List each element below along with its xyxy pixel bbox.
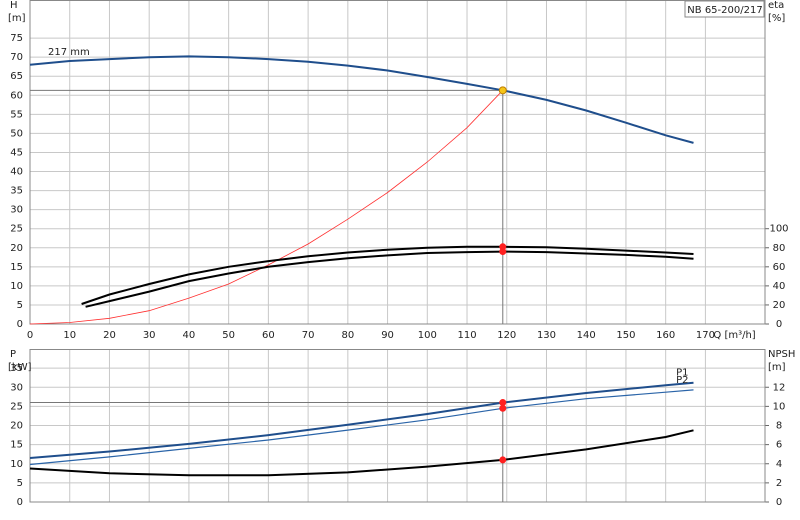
y-tick-label: 15	[10, 262, 23, 273]
series-line	[29, 429, 694, 477]
y-tick-label: 75	[10, 33, 23, 44]
y-tick-label: 0	[17, 319, 23, 330]
title-box	[684, 0, 765, 18]
x-tick-label: 140	[577, 330, 596, 341]
curve-point	[499, 456, 507, 464]
y-tick-label: 15	[10, 440, 23, 451]
x-tick-label: 0	[27, 330, 33, 341]
y2-tick-label: 0	[776, 497, 782, 508]
x-tick-label: 100	[418, 330, 437, 341]
y-axis-unit: [kW]	[8, 362, 32, 373]
y-tick-label: 45	[10, 147, 23, 158]
curve-point	[499, 399, 507, 407]
y2-axis-unit: [m]	[768, 362, 786, 373]
y2-tick-label: 20	[773, 300, 786, 311]
y2-tick-label: 60	[773, 262, 786, 273]
series-label: P1	[676, 368, 688, 379]
plot-frame	[29, 349, 766, 503]
y-tick-label: 70	[10, 52, 23, 63]
plot-frame	[29, 0, 766, 325]
series-line	[29, 55, 694, 144]
y-tick-label: 5	[17, 300, 23, 311]
curve-point	[498, 86, 507, 95]
y2-axis-label: eta	[768, 0, 784, 11]
y-axis-label: P	[10, 349, 16, 360]
x-tick-label: 110	[457, 330, 476, 341]
y2-tick-label: 6	[776, 440, 782, 451]
curve-point	[499, 404, 507, 412]
x-tick-label: 60	[262, 330, 275, 341]
x-tick-label: 20	[103, 330, 116, 341]
series-line	[29, 389, 694, 466]
y2-tick-label: 100	[769, 224, 788, 235]
y-tick-label: 5	[17, 478, 23, 489]
y-tick-label: 30	[10, 205, 23, 216]
x-tick-label: 70	[302, 330, 315, 341]
series-label: 217 mm	[48, 47, 90, 58]
x-tick-label: 160	[656, 330, 675, 341]
y-tick-label: 0	[17, 497, 23, 508]
chart-title: NB 65-200/217	[687, 5, 762, 16]
y-tick-label: 60	[10, 90, 23, 101]
y-tick-label: 35	[10, 186, 23, 197]
y-tick-label: 35	[10, 363, 23, 374]
series-line	[81, 245, 694, 305]
y2-tick-label: 10	[773, 401, 786, 412]
x-tick-label: 10	[63, 330, 76, 341]
curve-point	[499, 248, 507, 256]
x-tick-label: 170	[696, 330, 715, 341]
y2-axis-label: NPSH	[768, 349, 795, 360]
x-axis-label: Q [m³/h]	[713, 330, 755, 341]
y-tick-label: 10	[10, 281, 23, 292]
x-tick-label: 120	[497, 330, 516, 341]
x-tick-label: 150	[616, 330, 635, 341]
y-tick-label: 25	[10, 224, 23, 235]
y-tick-label: 50	[10, 128, 23, 139]
y-tick-label: 55	[10, 109, 23, 120]
series-line	[29, 381, 694, 459]
y2-tick-label: 0	[776, 319, 782, 330]
y-axis-label: H	[10, 0, 18, 11]
x-tick-label: 40	[183, 330, 196, 341]
x-tick-label: 50	[222, 330, 235, 341]
y2-axis-unit: [%]	[768, 13, 785, 24]
x-tick-label: 130	[537, 330, 556, 341]
series-label: P2	[676, 375, 688, 386]
y2-tick-label: 80	[773, 243, 786, 254]
y-tick-label: 30	[10, 382, 23, 393]
y-tick-label: 20	[10, 243, 23, 254]
x-tick-label: 30	[143, 330, 156, 341]
y-tick-label: 10	[10, 459, 23, 470]
series-line	[29, 90, 504, 325]
y-tick-label: 40	[10, 167, 23, 178]
y-tick-label: 20	[10, 421, 23, 432]
y-tick-label: 25	[10, 401, 23, 412]
y2-tick-label: 4	[776, 459, 782, 470]
series-line	[85, 250, 694, 308]
y-axis-unit: [m]	[8, 13, 26, 24]
plot-background	[30, 0, 765, 324]
y-tick-label: 65	[10, 71, 23, 82]
y2-tick-label: 8	[776, 421, 782, 432]
y2-tick-label: 12	[773, 382, 786, 393]
x-tick-label: 90	[381, 330, 394, 341]
y2-tick-label: 40	[773, 281, 786, 292]
y2-tick-label: 2	[776, 478, 782, 489]
x-tick-label: 80	[341, 330, 354, 341]
